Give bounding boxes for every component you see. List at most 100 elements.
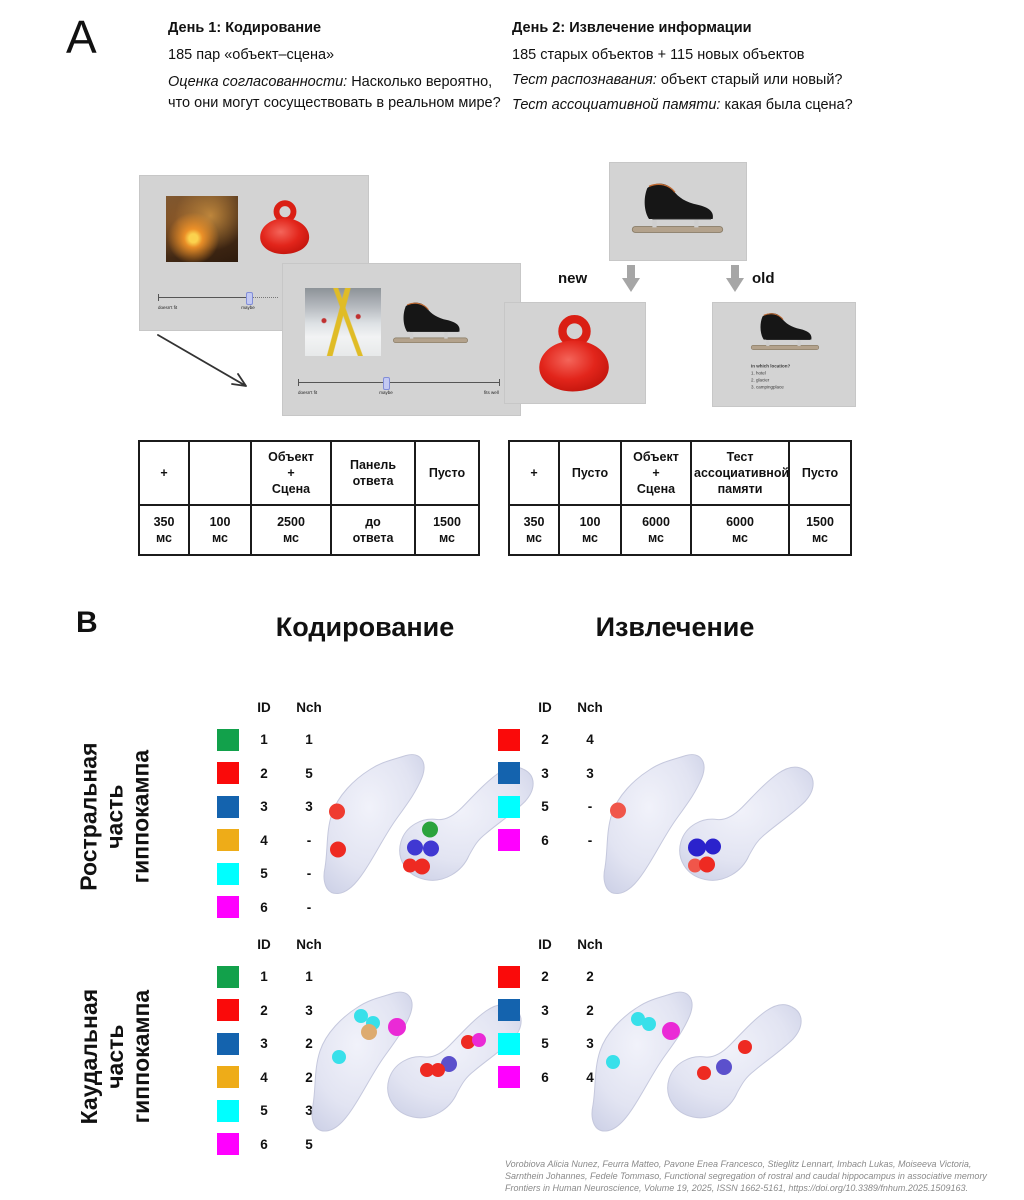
patient-color-swatch bbox=[217, 829, 239, 852]
table-cell: Объект + Сцена bbox=[250, 440, 332, 506]
channel-count: - bbox=[587, 832, 593, 848]
table-cell: Тест ассоциативной памяти bbox=[690, 440, 790, 506]
patient-color-swatch bbox=[498, 965, 520, 988]
legend-id-header: ID bbox=[257, 937, 271, 952]
slider-tick bbox=[499, 379, 500, 386]
channel-count: 4 bbox=[586, 1069, 594, 1085]
day1-task: Оценка согласованности: Насколько вероят… bbox=[168, 72, 506, 114]
electrode-dot bbox=[699, 856, 715, 873]
slider-label-mid: maybe bbox=[241, 305, 255, 310]
legend-row: 5- bbox=[217, 857, 329, 891]
patient-id: 5 bbox=[541, 799, 549, 815]
day1-subtitle: 185 пар «объект–сцена» bbox=[168, 47, 335, 64]
slider-label-left: doesn't fit bbox=[158, 305, 178, 310]
channel-count: 5 bbox=[305, 1136, 313, 1152]
table-cell: 100 мс bbox=[558, 504, 622, 556]
assoc-options: 1. hotel 2. glacier 3. campingplace bbox=[751, 370, 784, 390]
rostral-encoding-hippocampus bbox=[323, 754, 534, 895]
patient-color-swatch bbox=[498, 1066, 520, 1089]
day1-text-block: День 1: Кодирование 185 пар «объект–сцен… bbox=[168, 18, 506, 114]
electrode-dot bbox=[441, 1056, 457, 1072]
patient-id: 2 bbox=[260, 765, 268, 781]
congruency-slider-2: doesn't fit maybe fits well bbox=[298, 375, 500, 401]
electrode-dot bbox=[330, 841, 346, 858]
red-sled-image bbox=[250, 196, 320, 258]
electrode-dot bbox=[697, 1066, 711, 1080]
encoding-trial-card-2: doesn't fit maybe fits well bbox=[283, 264, 520, 415]
table-cell: 1500 мс bbox=[788, 504, 852, 556]
day2-test2: Тест ассоциативной памяти: какая была сц… bbox=[512, 95, 912, 116]
channel-count: - bbox=[306, 832, 312, 848]
caudal-row-label: Каудальная часть гиппокампа bbox=[58, 938, 173, 1176]
electrode-dot bbox=[472, 1033, 486, 1047]
slider-label-right: fits well bbox=[484, 390, 499, 395]
table-cell: Пусто bbox=[414, 440, 480, 506]
legend-row: 6- bbox=[498, 824, 610, 858]
channel-count: 1 bbox=[305, 732, 313, 748]
day2-text-block: День 2: Извлечение информации 185 старых… bbox=[512, 18, 912, 116]
electrode-dot bbox=[610, 802, 626, 819]
day1-title: День 1: Кодирование bbox=[168, 20, 322, 36]
new-label: new bbox=[558, 270, 588, 287]
fireplace-scene-image bbox=[166, 196, 238, 262]
patient-id: 6 bbox=[541, 1069, 549, 1085]
day2-test1-italic: Тест распознавания: bbox=[512, 72, 657, 89]
down-arrow-icon bbox=[726, 265, 744, 293]
patient-color-swatch bbox=[217, 795, 239, 818]
red-sled-image bbox=[527, 309, 622, 397]
electrode-dot bbox=[688, 838, 706, 857]
table-cell: 2500 мс bbox=[250, 504, 332, 556]
table-cell: до ответа bbox=[330, 504, 416, 556]
legend-row: 5- bbox=[498, 790, 610, 824]
electrode-dots bbox=[610, 802, 721, 873]
channel-count: 3 bbox=[586, 765, 594, 781]
electrode-dot bbox=[606, 1055, 620, 1069]
down-arrow-icon bbox=[622, 265, 640, 293]
ice-rink-scene-image bbox=[305, 288, 381, 356]
electrode-dot bbox=[414, 858, 430, 875]
patient-id: 4 bbox=[260, 1069, 268, 1085]
electrode-dot bbox=[705, 838, 721, 855]
black-skate-image bbox=[625, 178, 730, 245]
day2-title: День 2: Извлечение информации bbox=[512, 20, 752, 36]
patient-color-swatch bbox=[217, 762, 239, 785]
channel-count: 2 bbox=[305, 1069, 313, 1085]
electrode-dots bbox=[332, 1009, 486, 1077]
patient-id: 5 bbox=[541, 1036, 549, 1052]
patient-id: 6 bbox=[260, 1136, 268, 1152]
slider-track bbox=[158, 297, 247, 298]
legend-header: ID Nch bbox=[498, 937, 610, 952]
slider-label-mid: maybe bbox=[379, 390, 393, 395]
retrieval-timing-table: + Пусто Объект + Сцена Тест ассоциативной п… bbox=[508, 440, 852, 556]
patient-id: 4 bbox=[260, 832, 268, 848]
electrode-dot bbox=[388, 1018, 406, 1036]
table-cell: 6000 мс bbox=[620, 504, 692, 556]
table-cell: 100 мс bbox=[188, 504, 252, 556]
slider-handle bbox=[246, 292, 253, 305]
electrode-dot bbox=[716, 1059, 732, 1075]
patient-color-swatch bbox=[498, 829, 520, 852]
patient-color-swatch bbox=[217, 1032, 239, 1055]
patient-id: 5 bbox=[260, 866, 268, 882]
retrieval-new-card bbox=[505, 303, 645, 403]
table-cell: Пусто bbox=[788, 440, 852, 506]
patient-id: 3 bbox=[260, 1036, 268, 1052]
patient-id: 5 bbox=[260, 1103, 268, 1119]
patient-color-swatch bbox=[217, 1099, 239, 1122]
retrieval-cue-card bbox=[610, 163, 746, 260]
patient-color-swatch bbox=[498, 795, 520, 818]
electrode-dot bbox=[361, 1024, 377, 1040]
channel-count: 4 bbox=[586, 732, 594, 748]
electrode-dot bbox=[631, 1012, 645, 1026]
legend-id-header: ID bbox=[538, 700, 552, 715]
patient-id: 1 bbox=[260, 969, 268, 985]
rostral-row-label: Ростральная часть гиппокампа bbox=[58, 698, 173, 936]
rostral-retrieval-hippocampus bbox=[603, 754, 814, 895]
day2-test2-rest: какая была сцена? bbox=[720, 97, 853, 114]
electrode-dot bbox=[420, 1063, 434, 1077]
